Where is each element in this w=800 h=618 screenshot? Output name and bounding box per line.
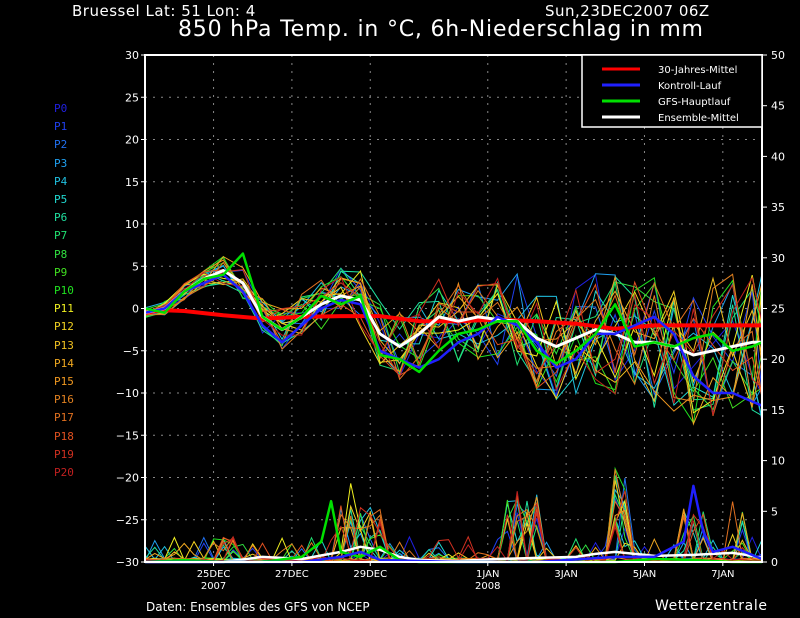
member-label: P10 — [54, 284, 74, 297]
x-tick-label: 7JAN — [711, 569, 734, 580]
member-label: P0 — [54, 102, 68, 115]
x-tick-sublabel: 2008 — [475, 581, 500, 592]
member-label: P7 — [54, 229, 68, 243]
kontroll-lauf-line — [144, 273, 763, 407]
right-tick-label: 15 — [771, 404, 785, 417]
member-label: P13 — [54, 338, 74, 352]
brand-label: Wetterzentrale — [655, 598, 768, 614]
left-tick-label: 10 — [125, 218, 139, 231]
niederschlag-kontroll-lauf-line — [145, 484, 763, 564]
right-tick-label: 35 — [771, 201, 785, 214]
left-tick-label: −20 — [116, 472, 139, 485]
member-label: P20 — [54, 466, 74, 479]
right-tick-label: 5 — [771, 505, 778, 518]
left-tick-label: 5 — [132, 260, 139, 273]
run-date-label: Sun,23DEC2007 06Z — [545, 2, 710, 20]
right-tick-label: 30 — [771, 252, 785, 265]
series-lines — [144, 252, 763, 564]
left-tick-label: −25 — [116, 514, 139, 527]
left-tick-label: −15 — [116, 429, 139, 442]
member-label: P14 — [54, 356, 74, 370]
member-label: P3 — [54, 156, 68, 170]
location-label: Bruessel Lat: 51 Lon: 4 — [72, 2, 256, 20]
x-tick-label: 27DEC — [275, 569, 309, 580]
member-line — [144, 269, 763, 389]
right-tick-label: 0 — [771, 556, 778, 569]
member-label: P6 — [54, 211, 68, 225]
member-label: P4 — [54, 174, 68, 188]
member-label: P15 — [54, 375, 74, 388]
x-tick-sublabel: 2007 — [201, 581, 226, 592]
left-tick-label: 20 — [125, 134, 139, 147]
member-line — [144, 255, 763, 426]
member-line — [144, 270, 763, 421]
member-line — [144, 273, 763, 417]
gfs-hauptlauf-line — [144, 252, 763, 374]
legend-label: Kontroll-Lauf — [658, 81, 722, 92]
legend-label: 30-Jahres-Mittel — [658, 65, 737, 76]
member-label: P2 — [54, 138, 68, 152]
member-label: P5 — [54, 193, 68, 206]
left-tick-label: −10 — [116, 387, 139, 400]
right-tick-label: 50 — [771, 49, 785, 62]
right-tick-label: 20 — [771, 353, 785, 366]
member-label: P16 — [54, 393, 74, 407]
member-lines — [144, 255, 763, 564]
member-label: P18 — [54, 429, 74, 443]
left-tick-label: 25 — [125, 91, 139, 104]
30-jahres-mittel-line — [144, 308, 762, 331]
left-tick-label: 15 — [125, 176, 139, 189]
left-tick-label: −30 — [116, 556, 139, 569]
legend-box — [581, 54, 763, 128]
left-tick-label: 30 — [125, 49, 139, 62]
x-tick-label: 5JAN — [633, 569, 656, 580]
member-label: P19 — [54, 447, 74, 461]
member-label: P17 — [54, 411, 74, 425]
legend-label: GFS-Hauptlauf — [658, 97, 731, 108]
member-label: P9 — [54, 265, 68, 279]
left-tick-label: 0 — [132, 303, 139, 316]
right-tick-label: 25 — [771, 303, 785, 316]
right-tick-label: 45 — [771, 100, 785, 113]
member-label: P1 — [54, 120, 68, 134]
x-tick-label: 29DEC — [353, 569, 387, 580]
x-tick-label: 3JAN — [554, 569, 577, 580]
member-label: P12 — [54, 320, 74, 334]
x-tick-label: 25DEC — [197, 569, 231, 580]
left-tick-label: −5 — [123, 345, 139, 358]
data-credit: Daten: Ensembles des GFS von NCEP — [146, 600, 370, 614]
legend: 30-Jahres-Mittel Kontroll-Lauf GFS-Hauptla… — [581, 54, 763, 128]
member-label: P8 — [54, 247, 68, 261]
chart-title: 850 hPa Temp. in °C, 6h-Niederschlag in … — [178, 17, 704, 42]
legend-label: Ensemble-Mittel — [658, 113, 739, 124]
right-tick-label: 40 — [771, 150, 785, 163]
left-axis: 30 25 20 15 10 5 0 −5 −10 −15 −20 −25 −30 — [116, 49, 145, 569]
member-label: P11 — [54, 302, 74, 316]
right-tick-label: 10 — [771, 455, 785, 468]
x-tick-label: 1JAN — [476, 569, 499, 580]
